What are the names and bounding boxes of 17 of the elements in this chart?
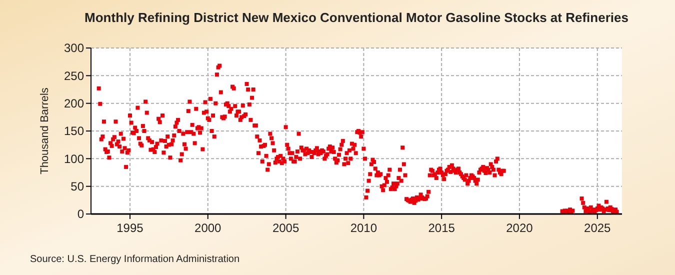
y-tick-label: 150 xyxy=(64,124,84,138)
chart-title: Monthly Refining District New Mexico Conventional Motor Gasoline Stocks at Refineries xyxy=(84,10,628,25)
y-tick-label: 100 xyxy=(64,152,84,166)
x-tick-label: 1995 xyxy=(116,221,144,235)
y-tick-label: 200 xyxy=(64,96,84,111)
y-tick-label: 250 xyxy=(64,68,84,83)
y-tick-label: 0 xyxy=(77,207,84,222)
x-tick-label: 2015 xyxy=(428,221,456,235)
x-tick-label: 2010 xyxy=(350,221,378,235)
x-tick-label: 2025 xyxy=(584,221,612,235)
x-tick-label: 2005 xyxy=(272,221,300,235)
x-tick-label: 2000 xyxy=(194,221,222,235)
source-note: Source: U.S. Energy Information Administration xyxy=(30,254,240,265)
x-tick-label: 2020 xyxy=(506,221,534,235)
y-tick-label: 300 xyxy=(64,41,84,56)
y-axis-title: Thousand Barrels xyxy=(39,87,51,174)
y-tick-label: 50 xyxy=(70,180,84,194)
